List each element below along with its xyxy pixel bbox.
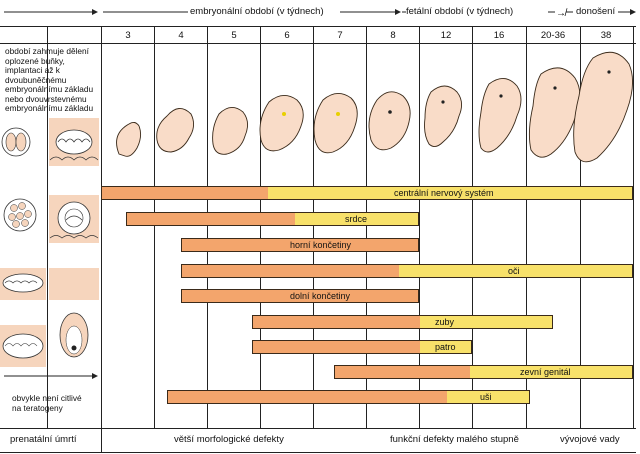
embryo-week5-icon (212, 107, 248, 155)
organ-bar-ears: uši (167, 390, 530, 404)
col-divider (580, 26, 581, 429)
svg-text:↛: ↛ (556, 7, 568, 19)
embryo-week8-icon (368, 91, 411, 151)
early-embryo-sac-icon (59, 312, 89, 358)
bottom-row-top-line (0, 428, 636, 429)
fetus-week12-icon (424, 85, 462, 147)
functional-defects-label: funkční defekty malého stupně (390, 434, 519, 445)
organ-bar-teeth: zuby (252, 315, 553, 329)
embryo-illustrations (116, 51, 633, 163)
week-label: 4 (178, 30, 184, 41)
term-label: donošení (576, 6, 616, 17)
early-period-note: období zahmuje dělení oplozené buňky, im… (5, 46, 94, 113)
organ-bar-upper-limbs: horní končetiny (181, 238, 419, 252)
embedded-embryo-icon (49, 195, 99, 243)
col-divider (472, 26, 473, 429)
week-row-top-line (0, 26, 636, 27)
bottom-divider (101, 428, 102, 452)
organ-bar-lower-limbs: dolní končetiny (181, 289, 419, 303)
col-divider (207, 26, 208, 429)
early-stage-illustrations (0, 118, 99, 367)
week-label: 3 (125, 30, 131, 41)
week-label: 38 (600, 30, 612, 41)
week-label: 20-36 (540, 30, 566, 41)
col-divider (526, 26, 527, 429)
embryonic-period-label: embryonální období (v týdnech) (190, 6, 324, 17)
not-sensitive-note: obvykle není citlivé na teratogeny (12, 393, 82, 413)
col2-tissue-icon (49, 268, 99, 300)
major-defects-label: větší morfologické defekty (174, 434, 284, 445)
week-label: 7 (337, 30, 343, 41)
morula-icon (3, 198, 37, 232)
organ-bar-eyes: oči (181, 264, 633, 278)
bottom-row-bottom-line (0, 452, 636, 453)
two-cell-stage-icon (1, 127, 31, 157)
week-label: 6 (284, 30, 290, 41)
placenta-section-icon (0, 325, 46, 367)
col-divider (101, 26, 102, 429)
embryo-week3-icon (116, 121, 142, 157)
fetal-period-label: fetální období (v týdnech) (406, 6, 514, 17)
embryo-week4-icon (156, 108, 194, 153)
col-divider (260, 26, 261, 429)
note-arrow (4, 373, 98, 379)
embryo-week6-icon (259, 95, 304, 152)
organ-bar-external-genitalia: zevní genitál (334, 365, 633, 379)
week-label: 5 (231, 30, 237, 41)
col-divider (313, 26, 314, 429)
embryo-week7-icon (313, 93, 358, 154)
organ-bar-palate: patro (252, 340, 472, 354)
organ-bar-cns: centrální nervový systém (101, 186, 633, 200)
week-label: 16 (493, 30, 505, 41)
col-divider (419, 26, 420, 429)
prenatal-death-label: prenatální úmrtí (10, 434, 77, 445)
implantation-icon (49, 118, 99, 166)
week-row-bottom-line (0, 43, 636, 44)
col-divider (47, 26, 48, 429)
col-divider (154, 26, 155, 429)
fetus-week20-36-icon (528, 67, 581, 158)
week-label: 8 (390, 30, 396, 41)
col-divider (633, 26, 634, 429)
organ-bar-heart: srdce (126, 212, 419, 226)
fetus-week38-icon (573, 51, 633, 163)
blastocyst-icon (0, 268, 46, 300)
col-divider (366, 26, 367, 429)
header-arrows: ↛ (4, 7, 636, 19)
developmental-defects-label: vývojové vady (560, 434, 620, 445)
week-label: 12 (440, 30, 452, 41)
fetus-week16-icon (478, 78, 522, 153)
